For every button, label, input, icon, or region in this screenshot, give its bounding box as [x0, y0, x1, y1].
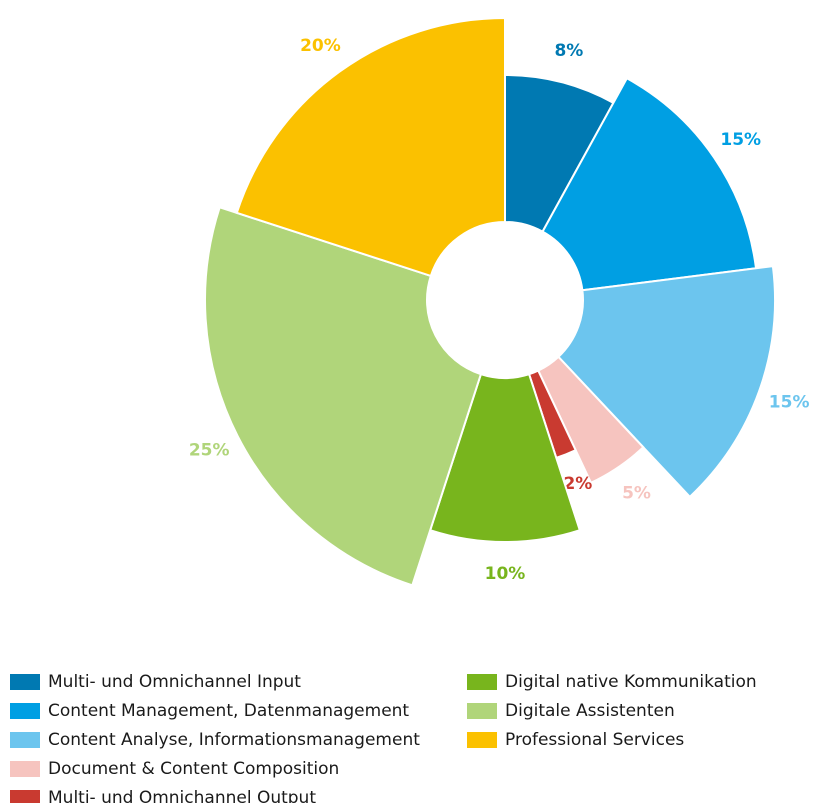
slice: [541, 76, 758, 292]
slice: [204, 206, 483, 587]
legend-label: Professional Services: [505, 730, 684, 750]
value-label: 2%: [563, 474, 592, 494]
slice: [235, 16, 506, 278]
legend-label: Digitale Assistenten: [505, 701, 675, 721]
value-label: 15%: [769, 392, 810, 412]
legend-swatch: [10, 790, 40, 806]
legend-swatch: [10, 674, 40, 690]
legend-swatch: [467, 732, 497, 748]
slice: [536, 355, 645, 485]
value-label: 25%: [189, 441, 230, 461]
value-label: 20%: [300, 36, 341, 56]
legend-label: Content Analyse, Informationsmanagement: [48, 730, 420, 750]
legend-swatch: [467, 703, 497, 719]
value-label: 15%: [720, 130, 761, 150]
legend-swatch: [10, 732, 40, 748]
legend-swatch: [10, 761, 40, 777]
legend-label: Multi- und Omnichannel Output: [48, 788, 316, 803]
legend-label: Content Management, Datenmanagement: [48, 701, 409, 721]
legend-label: Digital native Kommunikation: [505, 672, 757, 692]
legend-label: Multi- und Omnichannel Input: [48, 672, 301, 692]
value-label: 8%: [554, 41, 583, 61]
value-label: 10%: [485, 564, 526, 584]
value-label: 5%: [622, 484, 651, 504]
legend-swatch: [467, 674, 497, 690]
slice: [556, 265, 776, 499]
legend-label: Document & Content Composition: [48, 759, 339, 779]
legend-swatch: [10, 703, 40, 719]
